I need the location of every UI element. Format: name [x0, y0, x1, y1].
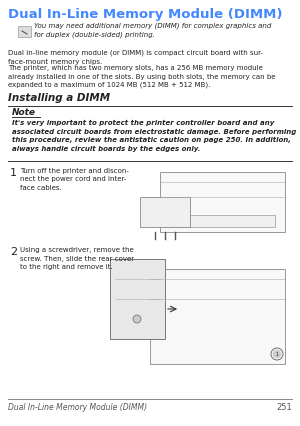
Text: 1: 1: [10, 167, 17, 178]
Bar: [110, 259, 165, 339]
Bar: [140, 198, 190, 227]
Text: 1: 1: [275, 352, 279, 357]
Text: 2: 2: [10, 246, 17, 256]
Text: Turn off the printer and discon-
nect the power cord and inter-
face cables.: Turn off the printer and discon- nect th…: [20, 167, 129, 190]
Bar: [150, 269, 285, 364]
Text: You may need additional memory (DIMM) for complex graphics and
for duplex (doubl: You may need additional memory (DIMM) fo…: [34, 22, 272, 37]
Bar: [160, 173, 285, 233]
Bar: [165, 216, 275, 227]
Text: Installing a DIMM: Installing a DIMM: [8, 93, 110, 103]
Text: Dual In-Line Memory Module (DIMM): Dual In-Line Memory Module (DIMM): [8, 402, 147, 411]
Text: 251: 251: [276, 402, 292, 411]
Text: It's very important to protect the printer controller board and any
associated c: It's very important to protect the print…: [12, 120, 296, 152]
Text: Using a screwdriver, remove the
screw. Then, slide the rear cover
to the right a: Using a screwdriver, remove the screw. T…: [20, 246, 134, 269]
Text: Note: Note: [12, 108, 36, 117]
Circle shape: [133, 315, 141, 323]
Text: The printer, which has two memory slots, has a 256 MB memory module
already inst: The printer, which has two memory slots,…: [8, 65, 275, 88]
Text: Dual In-Line Memory Module (DIMM): Dual In-Line Memory Module (DIMM): [8, 8, 283, 21]
Circle shape: [273, 350, 281, 358]
Text: Dual in-line memory module (or DIMM) is compact circuit board with sur-
face-mou: Dual in-line memory module (or DIMM) is …: [8, 50, 263, 65]
Bar: [18, 27, 31, 38]
